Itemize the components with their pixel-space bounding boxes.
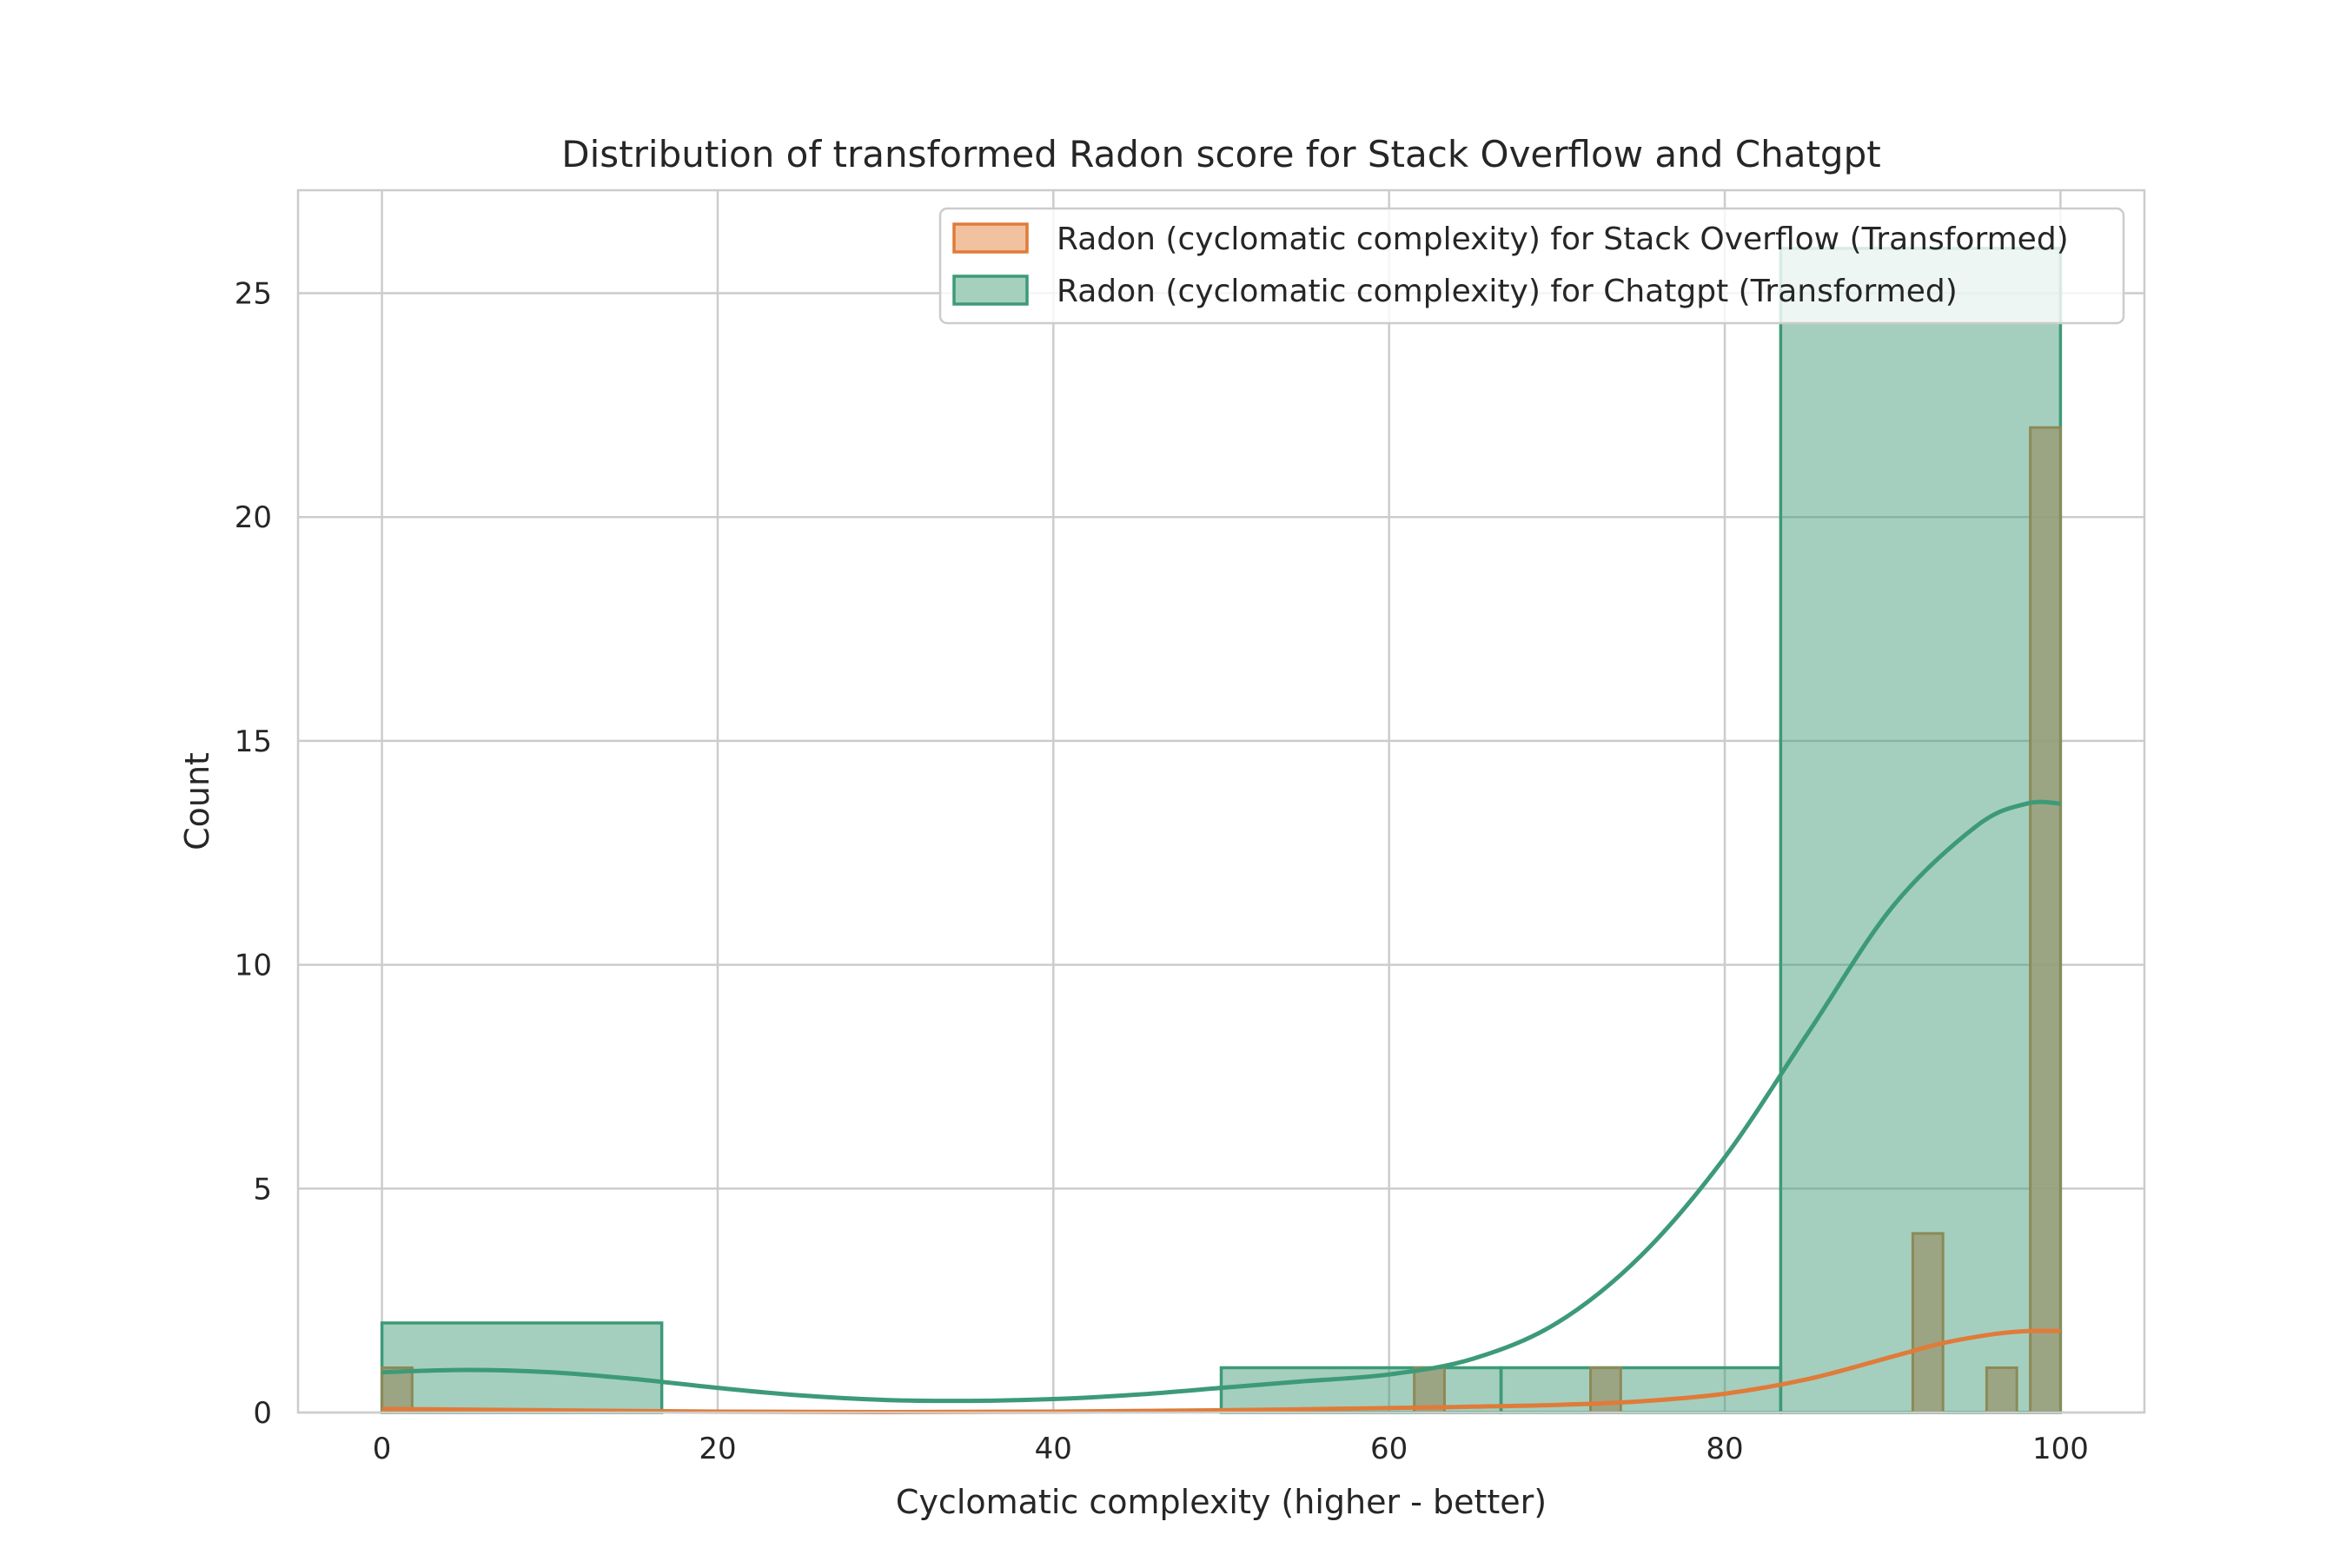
x-tick-label: 40 <box>1035 1432 1072 1466</box>
stackoverflow-bar <box>2029 426 2062 1414</box>
y-tick-label: 20 <box>235 500 272 535</box>
stackoverflow-bar <box>1911 1232 1945 1414</box>
y-tick-label: 10 <box>235 949 272 983</box>
stackoverflow-bar <box>381 1366 414 1414</box>
chatgpt-kde-line <box>381 799 2061 1404</box>
legend: Radon (cyclomatic complexity) for Stack … <box>938 207 2125 325</box>
x-tick-label: 100 <box>2032 1432 2089 1466</box>
y-axis-label: Count <box>178 752 216 850</box>
x-axis-label: Cyclomatic complexity (higher - better) <box>896 1483 1547 1521</box>
legend-chatgpt-swatch <box>952 275 1029 306</box>
stackoverflow-bar <box>1985 1366 2018 1414</box>
y-tick-label: 25 <box>235 277 272 312</box>
x-tick-label: 0 <box>373 1432 392 1466</box>
x-tick-label: 20 <box>699 1432 736 1466</box>
x-tick-label: 80 <box>1706 1432 1743 1466</box>
y-tick-label: 0 <box>253 1396 272 1431</box>
chatgpt-bar <box>1779 247 2063 1414</box>
plot-frame <box>296 189 2146 1414</box>
legend-stackoverflow-swatch <box>952 222 1029 254</box>
chart-title: Distribution of transformed Radon score … <box>561 133 1880 175</box>
legend-stackoverflow-label: Radon (cyclomatic complexity) for Stack … <box>1057 222 2069 257</box>
y-tick-label: 5 <box>253 1172 272 1207</box>
stackoverflow-bar <box>1589 1366 1622 1414</box>
legend-box <box>938 207 2125 325</box>
legend-chatgpt-label: Radon (cyclomatic complexity) for Chatgp… <box>1057 274 1958 309</box>
chatgpt-bar <box>380 1321 664 1414</box>
y-tick-label: 15 <box>235 724 272 759</box>
x-tick-label: 60 <box>1370 1432 1408 1466</box>
